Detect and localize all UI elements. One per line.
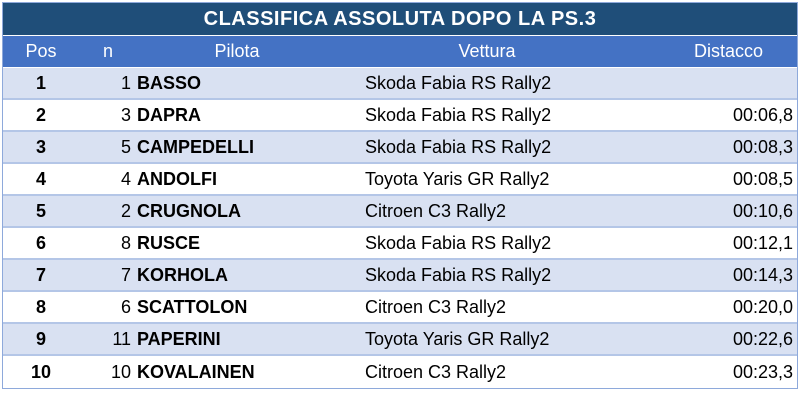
cell-distacco: 00:23,3: [732, 361, 793, 382]
cell-pos: 1: [35, 72, 46, 93]
table-row: 2 3 DAPRA Skoda Fabia RS Rally2 00:06,8: [3, 100, 797, 132]
table-row: 3 5 CAMPEDELLI Skoda Fabia RS Rally2 00:…: [3, 132, 797, 164]
table-row: 5 2 CRUGNOLA Citroen C3 Rally2 00:10,6: [3, 196, 797, 228]
header-row: Pos n Pilota Vettura Distacco: [3, 36, 797, 68]
cell-pilota: CRUGNOLA: [137, 200, 241, 221]
header-pilota: Pilota: [214, 41, 260, 61]
cell-n: 2: [120, 200, 131, 221]
cell-pilota: RUSCE: [137, 232, 201, 253]
table-row: 9 11 PAPERINI Toyota Yaris GR Rally2 00:…: [3, 324, 797, 356]
table-row: 8 6 SCATTOLON Citroen C3 Rally2 00:20,0: [3, 292, 797, 324]
header-pos: Pos: [25, 41, 57, 61]
cell-n: 6: [120, 296, 131, 317]
cell-vettura: Citroen C3 Rally2: [365, 200, 507, 221]
cell-vettura: Skoda Fabia RS Rally2: [365, 232, 552, 253]
cell-vettura: Toyota Yaris GR Rally2: [365, 168, 550, 189]
cell-distacco: 00:22,6: [732, 328, 793, 349]
cell-distacco: 00:10,6: [732, 200, 793, 221]
cell-distacco: 00:12,1: [732, 232, 793, 253]
cell-distacco: 00:08,5: [732, 168, 793, 189]
cell-pilota: KOVALAINEN: [137, 361, 255, 382]
cell-vettura: Skoda Fabia RS Rally2: [365, 104, 552, 125]
cell-n: 4: [120, 168, 131, 189]
cell-n: 7: [120, 264, 131, 285]
cell-pos: 6: [35, 232, 46, 253]
table-row: 4 4 ANDOLFI Toyota Yaris GR Rally2 00:08…: [3, 164, 797, 196]
cell-vettura: Skoda Fabia RS Rally2: [365, 72, 552, 93]
cell-pilota: BASSO: [137, 72, 202, 93]
cell-vettura: Skoda Fabia RS Rally2: [365, 264, 552, 285]
cell-pilota: CAMPEDELLI: [137, 136, 254, 157]
cell-n: 5: [120, 136, 131, 157]
cell-pos: 10: [30, 361, 52, 382]
cell-pos: 4: [35, 168, 46, 189]
cell-distacco: 00:20,0: [732, 296, 793, 317]
cell-pilota: KORHOLA: [137, 264, 228, 285]
header-n: n: [102, 41, 113, 61]
cell-vettura: Citroen C3 Rally2: [365, 361, 507, 382]
cell-pos: 5: [35, 200, 46, 221]
cell-pilota: DAPRA: [137, 104, 202, 125]
cell-distacco: 00:08,3: [732, 136, 793, 157]
cell-vettura: Toyota Yaris GR Rally2: [365, 328, 550, 349]
table-row: 10 10 KOVALAINEN Citroen C3 Rally2 00:23…: [3, 356, 797, 388]
cell-pos: 3: [35, 136, 46, 157]
cell-pilota: ANDOLFI: [137, 168, 217, 189]
cell-pos: 7: [35, 264, 46, 285]
cell-n: 8: [120, 232, 131, 253]
cell-distacco: 00:14,3: [732, 264, 793, 285]
cell-vettura: Skoda Fabia RS Rally2: [365, 136, 552, 157]
header-distacco: Distacco: [693, 41, 763, 61]
standings-table: CLASSIFICA ASSOLUTA DOPO LA PS.3 Pos n P…: [2, 2, 798, 389]
cell-n: 1: [120, 72, 131, 93]
cell-n: 3: [120, 104, 131, 125]
cell-vettura: Citroen C3 Rally2: [365, 296, 507, 317]
cell-n: 10: [110, 361, 131, 382]
cell-pilota: SCATTOLON: [137, 296, 248, 317]
cell-pilota: PAPERINI: [137, 328, 221, 349]
cell-n: 11: [112, 328, 131, 349]
table-row: 7 7 KORHOLA Skoda Fabia RS Rally2 00:14,…: [3, 260, 797, 292]
cell-pos: 2: [35, 104, 46, 125]
table-row: 1 1 BASSO Skoda Fabia RS Rally2: [3, 68, 797, 100]
cell-pos: 9: [35, 328, 46, 349]
cell-distacco: 00:06,8: [732, 104, 793, 125]
table-title: CLASSIFICA ASSOLUTA DOPO LA PS.3: [3, 3, 797, 36]
table-row: 6 8 RUSCE Skoda Fabia RS Rally2 00:12,1: [3, 228, 797, 260]
header-vettura: Vettura: [458, 41, 516, 61]
cell-pos: 8: [35, 296, 46, 317]
